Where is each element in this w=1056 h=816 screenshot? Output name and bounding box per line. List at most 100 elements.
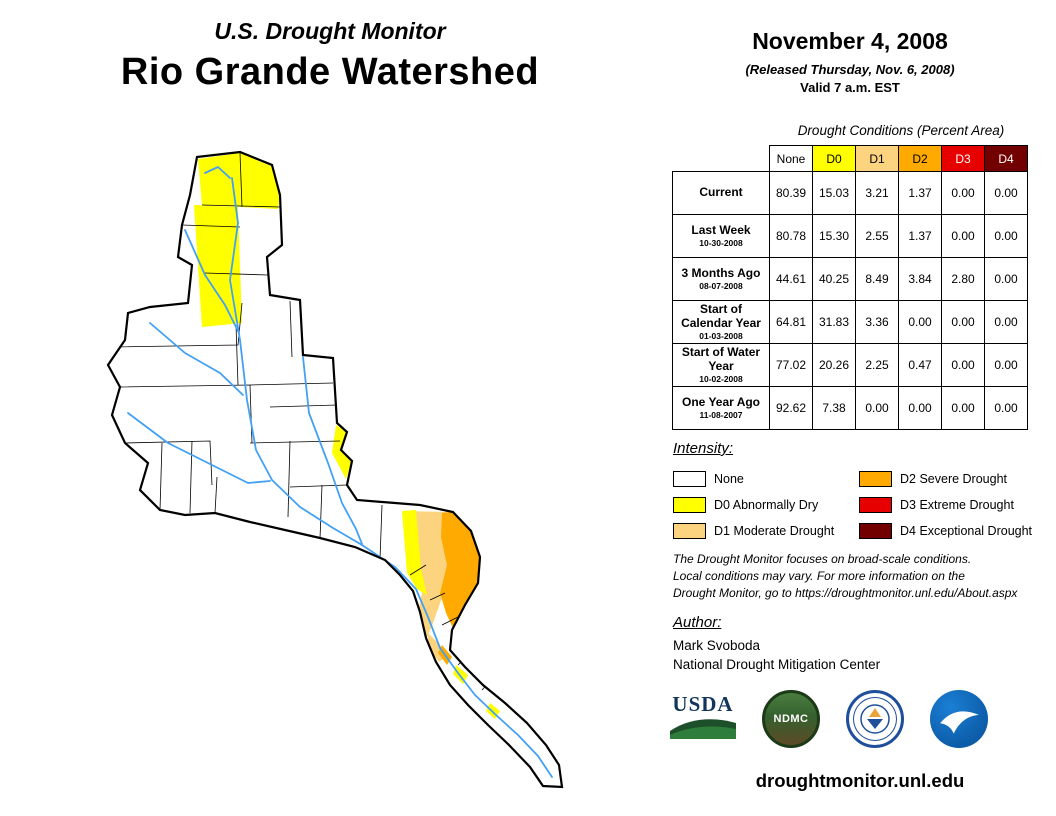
- table-cell: 15.30: [812, 214, 856, 258]
- table-cell: 3.84: [898, 257, 942, 301]
- noaa-logo: [930, 690, 988, 748]
- legend-swatch-d2: [859, 471, 892, 487]
- table-cell: 44.61: [769, 257, 813, 301]
- col-header-d4: D4: [984, 145, 1028, 172]
- table-cell: 80.39: [769, 171, 813, 215]
- table-cell: 7.38: [812, 386, 856, 430]
- d0-region-north-band: [194, 205, 242, 327]
- valid-time: Valid 7 a.m. EST: [800, 80, 900, 95]
- d2-region-big-bend: [440, 512, 480, 628]
- table-cell: 2.55: [855, 214, 899, 258]
- ndmc-logo: NDMC: [762, 690, 820, 748]
- author-organization: National Drought Mitigation Center: [673, 657, 881, 672]
- table-cell: 1.37: [898, 171, 942, 215]
- table-row-3-months-ago: 3 Months Ago 08-07-2008 44.61 40.25 8.49 …: [672, 257, 1028, 301]
- header: U.S. Drought Monitor Rio Grande Watershe…: [95, 18, 565, 94]
- table-cell: 20.26: [812, 343, 856, 387]
- table-caption: Drought Conditions (Percent Area): [797, 123, 1005, 138]
- table-row-start-water-year: Start of Water Year 10-02-2008 77.02 20.2…: [672, 343, 1028, 387]
- table-cell: 40.25: [812, 257, 856, 301]
- row-label: Last Week 10-30-2008: [672, 214, 770, 258]
- disclaimer-line: Local conditions may vary. For more info…: [673, 568, 965, 583]
- table-cell: 0.00: [984, 343, 1028, 387]
- table-cell: 0.00: [855, 386, 899, 430]
- d0-region-bend-strip: [402, 510, 427, 595]
- col-header-d0: D0: [812, 145, 856, 172]
- legend-item-none: None: [673, 466, 845, 492]
- table-row-start-calendar-year: Start of Calendar Year 01-03-2008 64.81 3…: [672, 300, 1028, 344]
- tributary: [184, 229, 240, 334]
- row-label: Start of Water Year 10-02-2008: [672, 343, 770, 387]
- table-cell: 0.00: [984, 171, 1028, 215]
- table-cell: 92.62: [769, 386, 813, 430]
- drought-conditions-table: None D0 D1 D2 D3 D4 Current 80.39 15.03 …: [672, 145, 1028, 430]
- table-cell: 0.00: [941, 386, 985, 430]
- legend-item-d1: D1 Moderate Drought: [673, 518, 845, 544]
- d0-region-north-top: [198, 153, 280, 209]
- table-cell: 3.36: [855, 300, 899, 344]
- legend-item-d0: D0 Abnormally Dry: [673, 492, 845, 518]
- legend-item-d2: D2 Severe Drought: [859, 466, 1031, 492]
- legend-swatch-d1: [673, 523, 706, 539]
- tributary: [204, 166, 231, 179]
- page-title: Rio Grande Watershed: [120, 51, 540, 93]
- legend-swatch-d0: [673, 497, 706, 513]
- col-header-none: None: [769, 145, 813, 172]
- legend-label: None: [714, 472, 744, 486]
- table-cell: 77.02: [769, 343, 813, 387]
- table-cell: 0.00: [984, 386, 1028, 430]
- watershed-fill: [108, 152, 562, 787]
- watershed-map: [90, 145, 630, 805]
- disclaimer: The Drought Monitor focuses on broad-sca…: [673, 551, 1017, 601]
- legend-label: D0 Abnormally Dry: [714, 498, 819, 512]
- table-cell: 15.03: [812, 171, 856, 215]
- row-label: Start of Calendar Year 01-03-2008: [672, 300, 770, 344]
- intensity-legend: None D0 Abnormally Dry D1 Moderate Droug…: [673, 466, 1033, 544]
- legend-swatch-d4: [859, 523, 892, 539]
- usda-logo-text: USDA: [672, 692, 734, 716]
- table-cell: 3.21: [855, 171, 899, 215]
- table-cell: 0.00: [941, 214, 985, 258]
- col-header-d2: D2: [898, 145, 942, 172]
- author-name: Mark Svoboda: [673, 638, 761, 653]
- table-row-one-year-ago: One Year Ago 11-08-2007 92.62 7.38 0.00 0…: [672, 386, 1028, 430]
- date-block: November 4, 2008 (Released Thursday, Nov…: [670, 28, 1030, 95]
- table-cell: 0.47: [898, 343, 942, 387]
- table-cell: 31.83: [812, 300, 856, 344]
- table-cell: 0.00: [984, 300, 1028, 344]
- footer-url: droughtmonitor.unl.edu: [755, 770, 965, 791]
- legend-item-d4: D4 Exceptional Drought: [859, 518, 1033, 544]
- table-cell: 8.49: [855, 257, 899, 301]
- ndmc-logo-text: NDMC: [773, 713, 809, 725]
- usda-swoosh-icon: [670, 719, 736, 739]
- commerce-emblem-icon: [860, 704, 890, 734]
- table-cell: 0.00: [984, 257, 1028, 301]
- row-label: Current: [672, 171, 770, 215]
- legend-label: D1 Moderate Drought: [714, 524, 835, 538]
- noaa-bird-icon: [940, 711, 979, 734]
- rio-grande-watershed-svg: [106, 150, 564, 789]
- tributary: [127, 412, 271, 484]
- legend-label: D4 Exceptional Drought: [900, 524, 1033, 538]
- legend-label: D3 Extreme Drought: [900, 498, 1014, 512]
- table-cell: 1.37: [898, 214, 942, 258]
- col-header-d3: D3: [941, 145, 985, 172]
- table-cell: 2.25: [855, 343, 899, 387]
- table-cell: 0.00: [898, 300, 942, 344]
- disclaimer-line: Drought Monitor, go to https://droughtmo…: [673, 585, 1018, 600]
- county-boundaries: [111, 152, 495, 691]
- legend-swatch-none: [673, 471, 706, 487]
- table-corner-cell: [672, 145, 770, 172]
- release-date: (Released Thursday, Nov. 6, 2008): [745, 62, 955, 77]
- legend-label: D2 Severe Drought: [900, 472, 1008, 486]
- intensity-heading: Intensity:: [673, 440, 734, 457]
- table-cell: 0.00: [941, 343, 985, 387]
- map-date: November 4, 2008: [752, 28, 948, 54]
- logo-row: USDA NDMC: [670, 690, 988, 748]
- commerce-seal-logo: [846, 690, 904, 748]
- legend-swatch-d3: [859, 497, 892, 513]
- table-cell: 0.00: [984, 214, 1028, 258]
- usda-logo: USDA: [670, 694, 736, 744]
- watershed-outline: [106, 150, 564, 789]
